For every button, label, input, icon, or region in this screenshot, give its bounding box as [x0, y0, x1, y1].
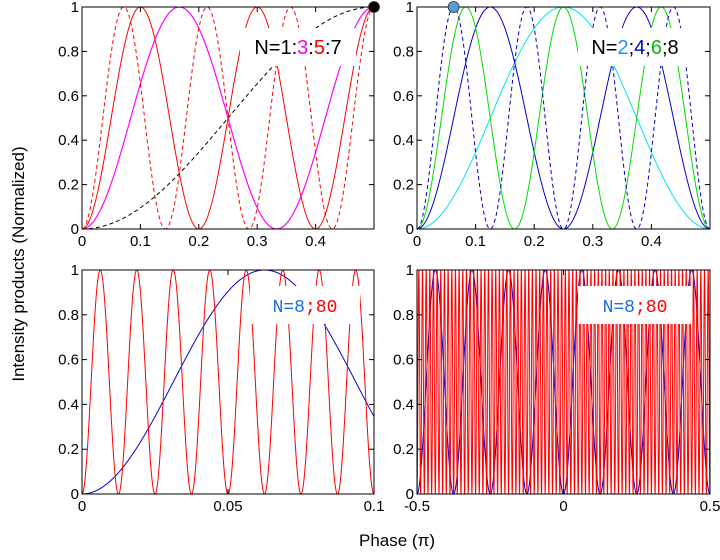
x-tick-label: 0.4	[305, 233, 326, 250]
y-tick-label: 0.8	[393, 43, 414, 60]
legend-part: :	[292, 37, 298, 59]
legend-part: 80	[646, 298, 668, 318]
y-tick-label: 0.2	[58, 441, 79, 458]
y-tick-label: 0.2	[393, 441, 414, 458]
legend-part: ;8	[662, 37, 679, 59]
x-tick-label: 0.05	[213, 498, 242, 515]
y-tick-label: 0.4	[393, 396, 414, 413]
panel-top-right: 0 0.1 0.2 0.3 0.400.20.40.60.81N=2;4;6;8	[393, 0, 711, 250]
x-tick-label: 0.3	[247, 233, 268, 250]
legend-part: 4	[634, 37, 645, 59]
y-tick-label: 1	[71, 262, 79, 279]
y-tick-label: 0	[71, 486, 79, 503]
axes-frame	[416, 6, 711, 230]
y-tick-label: 1	[71, 0, 79, 16]
series-line-n2	[417, 7, 710, 229]
marker-dot	[368, 1, 380, 13]
x-tick-label: 0	[413, 233, 421, 250]
series-group	[82, 270, 374, 494]
x-axis-label-text: Phase (π)	[359, 531, 435, 550]
y-tick-label: 1	[406, 0, 414, 16]
legend-part: N=8	[273, 298, 305, 318]
legend-part: :7	[325, 37, 342, 59]
panel-bottom-left: 0 0.05 0.1 0 0.2 0.4 0.6 0.8 1 N=8;80	[58, 262, 384, 515]
legend-part: 2	[617, 37, 628, 59]
y-tick-label: 0.6	[58, 352, 79, 369]
series-group	[82, 7, 374, 229]
series-group	[417, 270, 710, 494]
y-tick-label: 0.8	[58, 43, 79, 60]
legend-part: ;	[305, 298, 316, 318]
panel-bottom-right: -0.5 0 0.500.20.40.60.81N=8;80	[393, 262, 720, 515]
x-tick-label: 0.3	[582, 233, 603, 250]
y-tick-label: 1	[406, 262, 414, 279]
y-tick-label: 0	[406, 221, 414, 238]
legend-part: ;	[635, 298, 646, 318]
y-tick-label: 0.6	[393, 352, 414, 369]
y-tick-label: 0.6	[393, 88, 414, 105]
legend-text: N=8;80	[273, 298, 338, 318]
x-tick-label: 0.5	[700, 498, 720, 515]
y-tick-label: 0	[71, 221, 79, 238]
y-tick-label: 0.2	[393, 177, 414, 194]
x-tick-label: 0.2	[524, 233, 545, 250]
y-tick-label: 0	[406, 486, 414, 503]
legend-part: :	[308, 37, 314, 59]
x-tick-label: 0.1	[364, 498, 385, 515]
x-tick-label: 0	[78, 233, 86, 250]
y-tick-label: 0.6	[58, 88, 79, 105]
y-tick-label: 0.4	[393, 132, 414, 149]
legend-text: N=2;4;6;8	[591, 37, 678, 59]
y-tick-label: 0.8	[393, 307, 414, 324]
series-line-n7	[82, 7, 374, 229]
panel-top-left: 0 0.1 0.2 0.3 0.4 0 0.2 0.4 0.6 0.8 1 N=1:3:5:7	[58, 0, 380, 250]
y-axis-label-text: Intensity products (Normalized)	[9, 146, 28, 381]
x-tick-label: -0.5	[404, 498, 430, 515]
legend-part: 80	[316, 298, 338, 318]
legend-text: N=8;80	[603, 298, 668, 318]
series-line-n80	[417, 270, 710, 494]
x-tick-label: 0	[559, 498, 567, 515]
y-tick-label: 0.4	[58, 132, 79, 149]
legend-text: N=1:3:5:7	[254, 37, 341, 59]
legend-part: ;	[629, 37, 635, 59]
legend-box	[240, 28, 356, 66]
legend-box	[578, 286, 692, 324]
legend-part: N=1	[254, 37, 291, 59]
x-axis-label: Phase (π)	[359, 531, 435, 550]
x-tick-label: 0	[78, 498, 86, 515]
x-tick-label: 0.1	[130, 233, 151, 250]
x-tick-label: 0.1	[465, 233, 486, 250]
panels: 0 0.1 0.2 0.3 0.400.20.40.60.81N=1:3:5:70 0.1…	[58, 0, 720, 515]
x-tick-label: 0.2	[188, 233, 209, 250]
legend-part: N=8	[603, 298, 635, 318]
x-tick-label: 0.4	[641, 233, 662, 250]
legend-part: 5	[314, 37, 325, 59]
legend-part: ;	[645, 37, 651, 59]
legend-part: 3	[297, 37, 308, 59]
y-axis-label: Intensity products (Normalized)	[9, 146, 28, 381]
legend-part: 6	[651, 37, 662, 59]
y-tick-label: 0.2	[58, 177, 79, 194]
axes-frame	[81, 6, 375, 230]
y-tick-label: 0.8	[58, 307, 79, 324]
marker-dot	[447, 1, 460, 13]
legend-box	[250, 286, 360, 324]
series-line-n80	[82, 270, 374, 494]
legend-part: N=	[591, 37, 617, 59]
legend-box	[578, 28, 692, 66]
y-tick-label: 0.4	[58, 396, 79, 413]
